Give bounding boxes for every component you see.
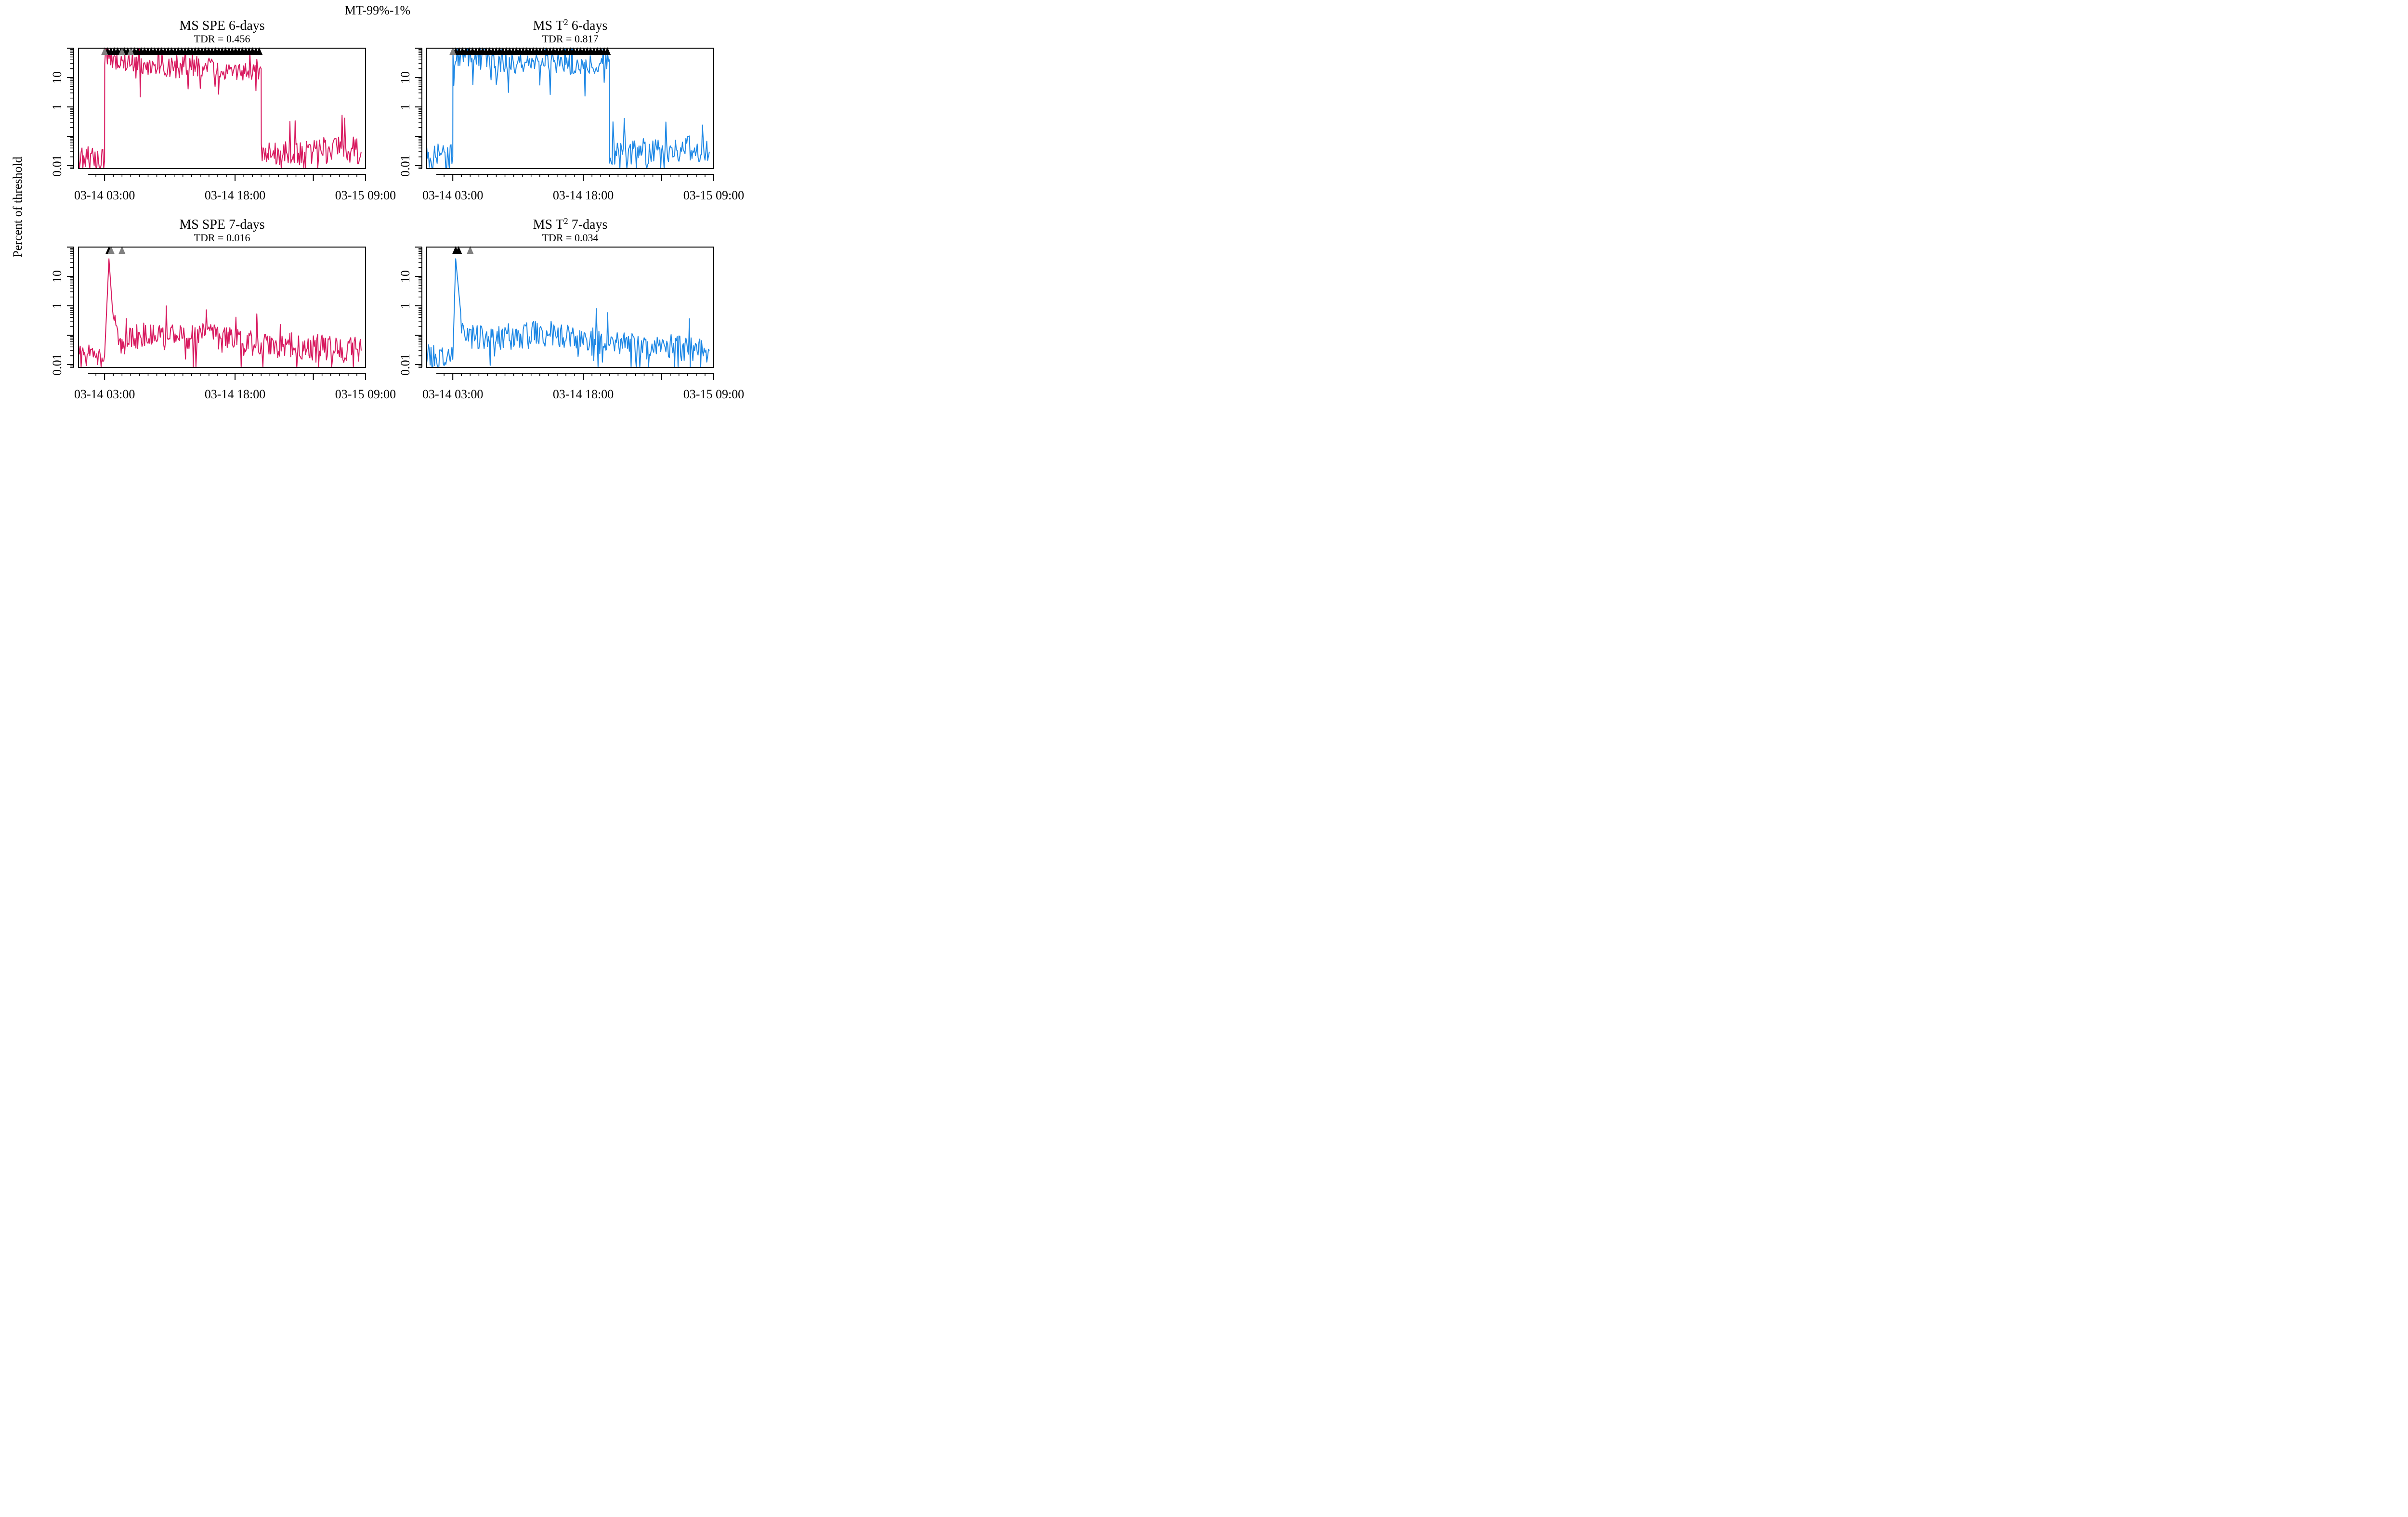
chart-subtitle: TDR = 0.016	[194, 232, 250, 244]
x-tick-label: 03-14 18:00	[553, 387, 614, 401]
chart-title: MS SPE 7-days	[179, 217, 264, 232]
x-tick-label: 03-14 18:00	[553, 188, 614, 202]
y-tick-label: 10	[398, 270, 412, 283]
x-tick-label: 03-14 18:00	[205, 188, 265, 202]
x-tick-label: 03-15 09:00	[335, 188, 396, 202]
x-tick-label: 03-15 09:00	[335, 387, 396, 401]
chart-subtitle: TDR = 0.456	[194, 33, 250, 45]
chart-title: MS T2 6-days	[533, 17, 608, 33]
y-tick-label: 1	[50, 104, 64, 110]
x-tick-label: 03-14 03:00	[74, 188, 135, 202]
plot-frame	[426, 48, 714, 169]
x-tick-label: 03-14 03:00	[422, 188, 483, 202]
y-tick-label: 1	[398, 104, 412, 110]
alarm-marker	[118, 47, 126, 55]
plot-frame	[78, 247, 366, 368]
alarm-marker	[455, 246, 462, 254]
chart-title-part: MS T	[533, 217, 564, 232]
chart-title: MS T2 7-days	[533, 216, 608, 232]
y-tick-label: 0.01	[398, 155, 412, 177]
plot-frame	[78, 48, 366, 169]
chart-title-part: 6-days	[568, 18, 608, 33]
alarm-marker	[101, 47, 108, 55]
x-tick-label: 03-14 03:00	[74, 387, 135, 401]
x-tick-label: 03-14 03:00	[422, 387, 483, 401]
y-axis-label: Percent of threshold	[11, 157, 25, 257]
y-tick-label: 0.01	[398, 353, 412, 376]
chart-subtitle: TDR = 0.817	[542, 33, 599, 45]
alarm-marker	[107, 246, 115, 254]
series-line	[427, 48, 710, 169]
chart-title-part: MS SPE 6-days	[179, 18, 264, 33]
y-tick-label: 10	[50, 270, 64, 283]
alarm-marker	[118, 246, 126, 254]
alarm-marker	[467, 246, 474, 254]
x-tick-label: 03-14 18:00	[205, 387, 265, 401]
x-tick-label: 03-15 09:00	[683, 387, 744, 401]
alarm-marker	[449, 47, 457, 55]
chart-title-part: 2	[564, 17, 568, 27]
chart-title-part: 7-days	[568, 217, 608, 232]
series-line	[79, 48, 362, 169]
x-tick-label: 03-15 09:00	[683, 188, 744, 202]
plot-frame	[426, 247, 714, 368]
chart-subtitle: TDR = 0.034	[542, 232, 599, 244]
alarm-marker	[604, 47, 611, 55]
alarm-marker	[256, 47, 263, 55]
series-line	[79, 258, 362, 367]
chart-title-part: 2	[564, 216, 568, 226]
figure: MT-99%-1% Percent of threshold MS SPE 6-…	[11, 3, 744, 401]
y-tick-label: 10	[50, 71, 64, 84]
y-tick-label: 0.01	[50, 155, 64, 177]
y-tick-label: 1	[50, 303, 64, 309]
y-tick-label: 1	[398, 303, 412, 309]
chart-title: MS SPE 6-days	[179, 18, 264, 33]
y-tick-label: 10	[398, 71, 412, 84]
series-line	[427, 258, 710, 367]
y-tick-label: 0.01	[50, 353, 64, 376]
chart-title-part: MS SPE 7-days	[179, 217, 264, 232]
figure-title: MT-99%-1%	[345, 3, 410, 17]
chart-title-part: MS T	[533, 18, 564, 33]
alarm-marker	[127, 47, 134, 55]
